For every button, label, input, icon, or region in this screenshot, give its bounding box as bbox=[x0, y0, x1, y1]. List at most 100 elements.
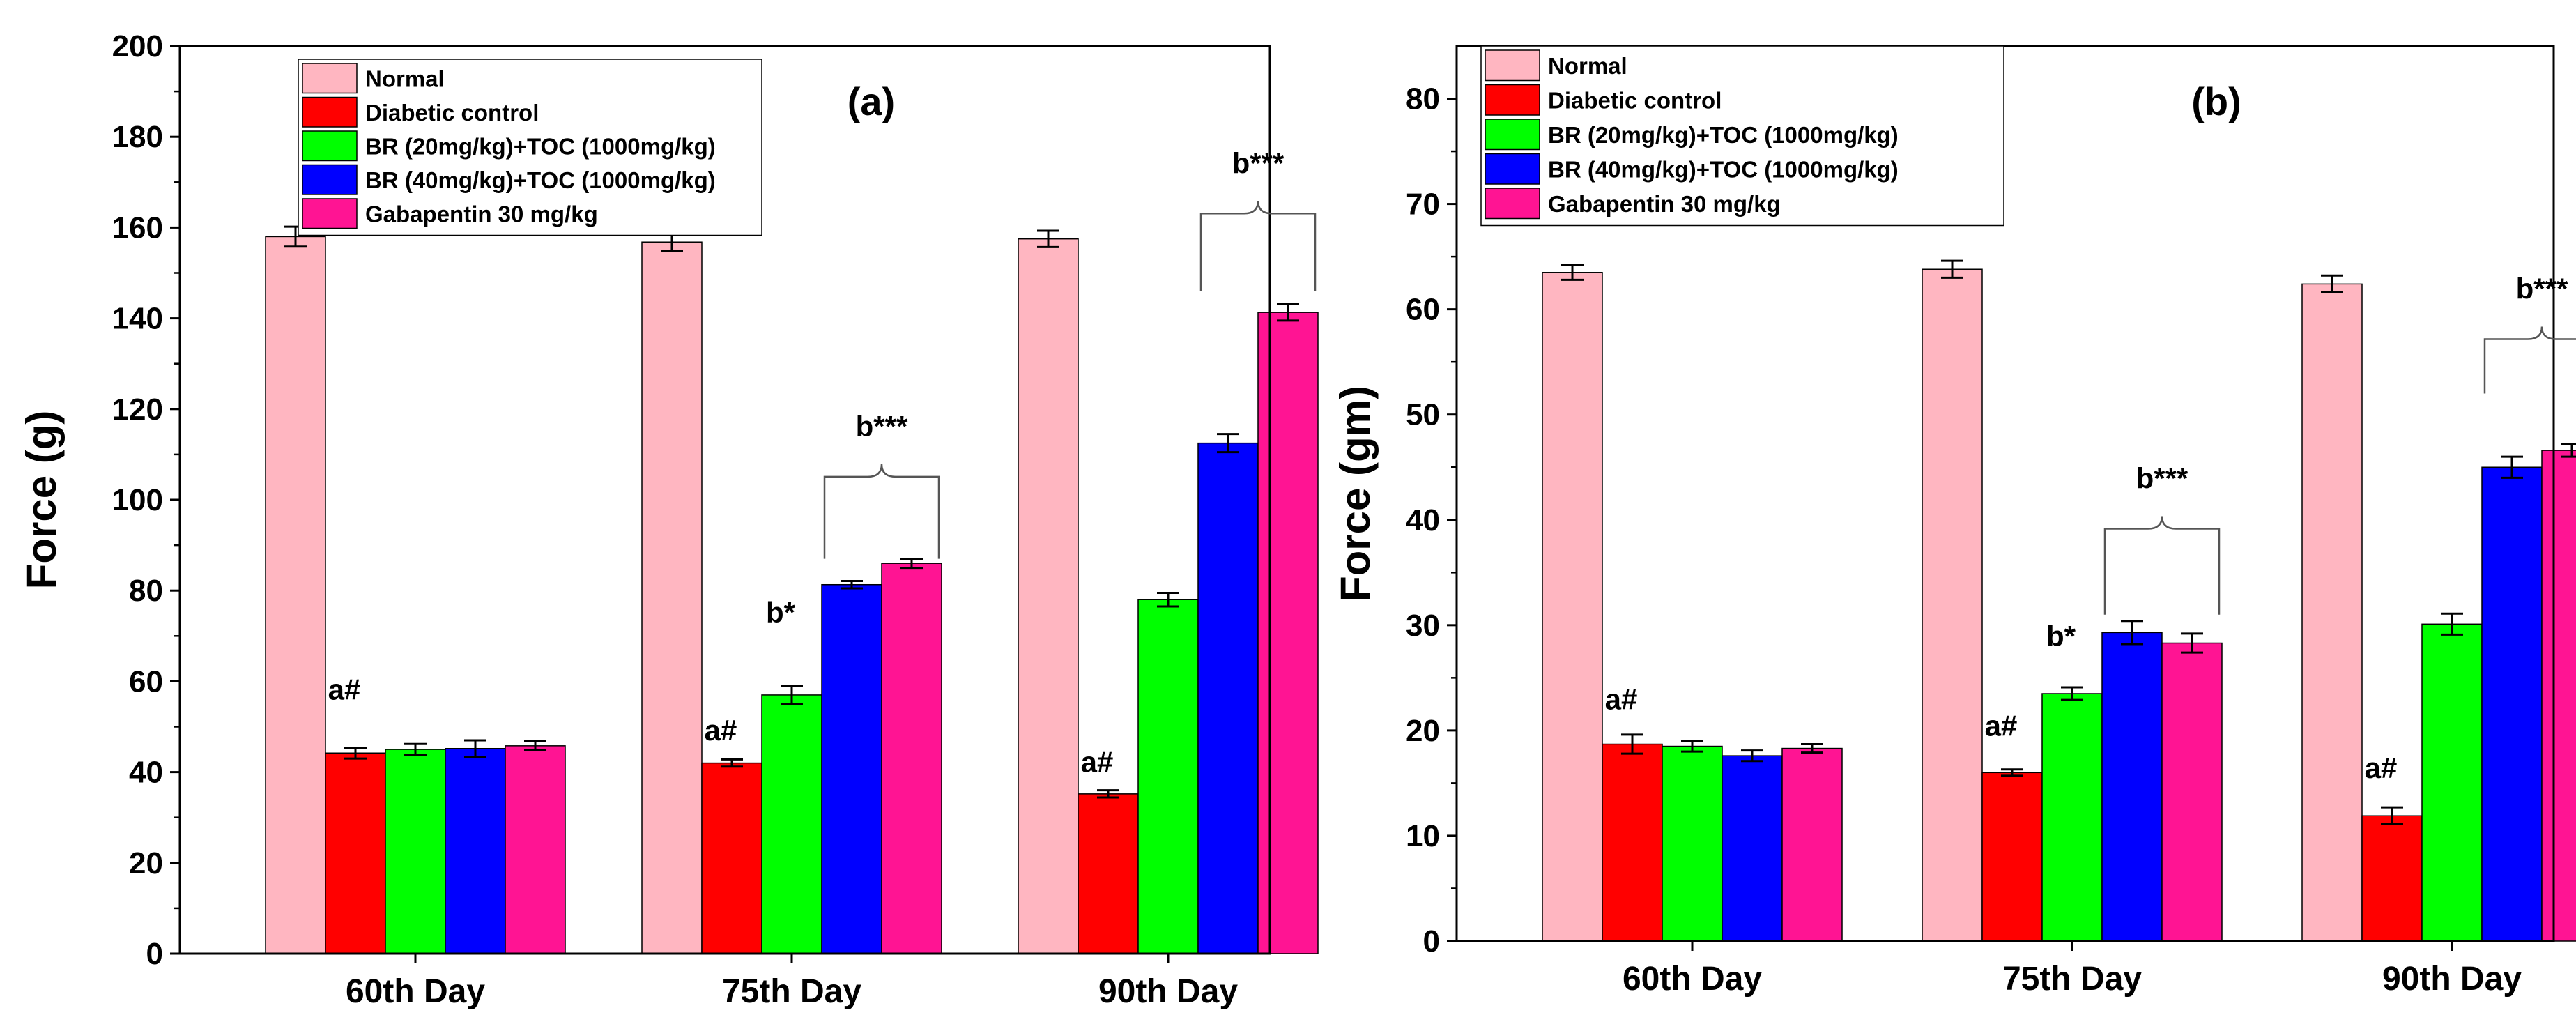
bar bbox=[265, 236, 326, 954]
significance-label: b*** bbox=[2136, 461, 2188, 494]
y-tick-label: 60 bbox=[129, 664, 163, 698]
y-tick-label: 80 bbox=[1406, 82, 1440, 116]
bar bbox=[2541, 450, 2576, 942]
x-tick-label: 75th Day bbox=[2002, 961, 2142, 998]
bar bbox=[1722, 755, 1783, 942]
y-tick-label: 0 bbox=[146, 937, 163, 971]
bar bbox=[701, 762, 762, 954]
y-tick-label: 160 bbox=[112, 211, 163, 245]
legend-swatch bbox=[302, 198, 358, 229]
bar bbox=[1781, 747, 1843, 942]
legend-swatch bbox=[1485, 153, 1540, 185]
legend-label: BR (20mg/kg)+TOC (1000mg/kg) bbox=[365, 133, 716, 159]
bar bbox=[505, 745, 566, 954]
significance-bracket bbox=[2103, 516, 2221, 615]
panel-title: (b) bbox=[2191, 79, 2241, 123]
y-tick-label: 10 bbox=[1406, 819, 1440, 853]
x-tick-label: 75th Day bbox=[722, 973, 861, 1010]
x-tick-label: 60th Day bbox=[1623, 961, 1762, 998]
bar bbox=[325, 752, 386, 954]
bar bbox=[1981, 772, 2043, 942]
significance-label: a# bbox=[2365, 751, 2398, 784]
significance-label: a# bbox=[328, 673, 361, 705]
legend: Normal Diabetic control BR (20mg/kg)+TOC (… bbox=[298, 59, 762, 236]
y-tick-label: 20 bbox=[129, 846, 163, 880]
y-tick-label: 80 bbox=[129, 574, 163, 608]
legend-label: BR (40mg/kg)+TOC (1000mg/kg) bbox=[365, 167, 716, 193]
legend-swatch bbox=[1485, 84, 1540, 116]
significance-label: b*** bbox=[856, 410, 908, 443]
y-axis-label: Force (gm) bbox=[1332, 385, 1379, 602]
y-tick-label: 70 bbox=[1406, 188, 1440, 222]
bar bbox=[2301, 283, 2363, 942]
bar bbox=[1018, 238, 1079, 954]
legend-label: Normal bbox=[365, 66, 445, 91]
bar bbox=[2041, 693, 2103, 942]
legend-label: Gabapentin 30 mg/kg bbox=[1548, 191, 1781, 217]
legend-swatch bbox=[302, 164, 358, 195]
axes-frame bbox=[1455, 45, 2555, 942]
panel-title: (a) bbox=[848, 79, 895, 123]
bar bbox=[1137, 599, 1199, 954]
y-tick-label: 140 bbox=[112, 302, 163, 336]
bar bbox=[1257, 312, 1319, 954]
significance-label: b* bbox=[2046, 620, 2076, 652]
significance-label: a# bbox=[705, 714, 737, 747]
x-tick-label: 90th Day bbox=[2382, 961, 2522, 998]
chart-panel-b: 0 10 20 30 40 50 60 70 80 60th Day 75th Day 90th Da… bbox=[1332, 45, 2576, 998]
y-tick-label: 40 bbox=[129, 756, 163, 790]
y-tick-label: 60 bbox=[1406, 293, 1440, 327]
legend-label: BR (40mg/kg)+TOC (1000mg/kg) bbox=[1548, 156, 1899, 182]
legend-swatch bbox=[1485, 188, 1540, 220]
y-tick-label: 40 bbox=[1406, 503, 1440, 537]
bar bbox=[761, 694, 822, 954]
bar bbox=[385, 749, 446, 954]
significance-bracket bbox=[1199, 201, 1317, 291]
bar bbox=[821, 583, 882, 954]
bar bbox=[1662, 745, 1723, 942]
significance-bracket bbox=[823, 464, 940, 559]
y-tick-label: 30 bbox=[1406, 609, 1440, 643]
significance-label: a# bbox=[1081, 746, 1114, 779]
significance-label: a# bbox=[1605, 683, 1638, 716]
legend-swatch bbox=[302, 63, 358, 94]
legend-swatch bbox=[302, 96, 358, 128]
bar bbox=[2481, 466, 2543, 942]
significance-label: b* bbox=[766, 596, 796, 629]
significance-label: a# bbox=[1985, 709, 2018, 742]
x-tick-label: 90th Day bbox=[1098, 973, 1238, 1010]
bar bbox=[881, 563, 942, 954]
bar bbox=[641, 241, 703, 954]
y-tick-label: 120 bbox=[112, 392, 163, 427]
legend-label: Diabetic control bbox=[365, 100, 539, 125]
bar bbox=[1078, 793, 1139, 954]
significance-label: b*** bbox=[2516, 273, 2568, 305]
bar bbox=[1602, 743, 1663, 942]
y-tick-label: 20 bbox=[1406, 714, 1440, 748]
significance-bracket bbox=[2483, 326, 2576, 394]
y-tick-label: 180 bbox=[112, 120, 163, 154]
legend-label: Diabetic control bbox=[1548, 87, 1722, 113]
significance-label: b*** bbox=[1232, 146, 1285, 179]
bar bbox=[1197, 442, 1259, 954]
y-tick-label: 100 bbox=[112, 483, 163, 517]
bar bbox=[1922, 268, 1983, 942]
legend-frame bbox=[298, 59, 762, 236]
x-tick-label: 60th Day bbox=[346, 973, 485, 1010]
bar bbox=[2101, 632, 2163, 942]
legend-swatch bbox=[1485, 119, 1540, 151]
legend-label: Normal bbox=[1548, 53, 1627, 79]
y-axis-label: Force (g) bbox=[18, 411, 65, 590]
bar bbox=[2161, 642, 2223, 942]
legend-label: Gabapentin 30 mg/kg bbox=[365, 201, 598, 227]
y-tick-label: 50 bbox=[1406, 398, 1440, 432]
bar bbox=[1542, 272, 1603, 942]
legend: Normal Diabetic control BR (20mg/kg)+TOC (… bbox=[1480, 45, 2004, 227]
bar bbox=[2361, 815, 2423, 942]
bar bbox=[445, 747, 506, 954]
legend-swatch bbox=[302, 130, 358, 162]
legend-frame bbox=[1480, 45, 2004, 227]
chart-panel-a: 0 20 40 60 80 100 120 140 160 180 200 60th Day 75th … bbox=[18, 29, 1319, 1010]
legend-label: BR (20mg/kg)+TOC (1000mg/kg) bbox=[1548, 122, 1899, 148]
